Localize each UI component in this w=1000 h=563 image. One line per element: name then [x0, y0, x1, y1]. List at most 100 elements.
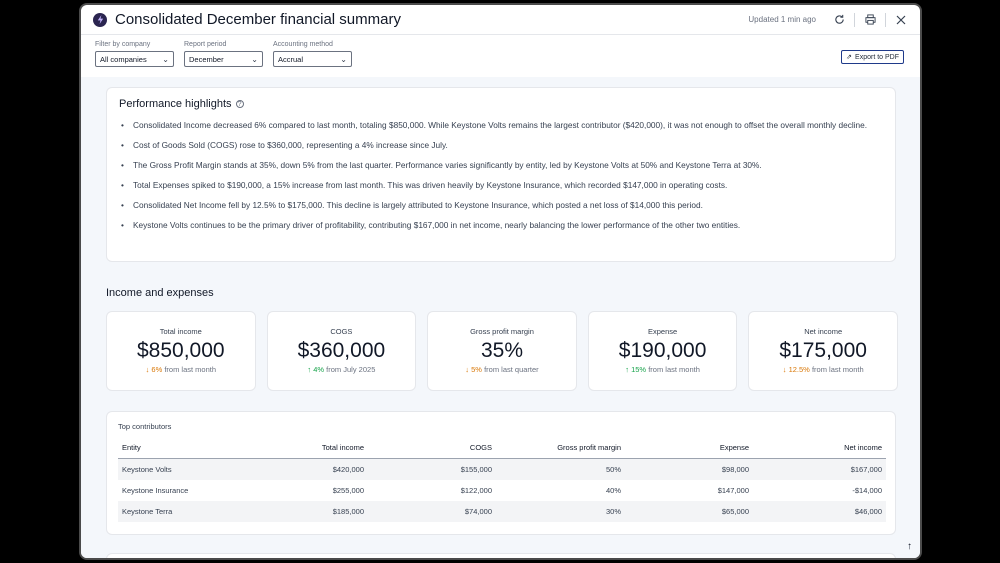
print-icon[interactable]: [863, 13, 877, 27]
export-pdf-label: Export to PDF: [855, 53, 899, 61]
company-filter-label: Filter by company: [95, 41, 151, 48]
next-section-card: [106, 553, 896, 558]
list-item: The Gross Profit Margin stands at 35%, d…: [119, 159, 883, 172]
income-section-title: Income and expenses: [106, 287, 214, 299]
list-item: Cost of Goods Sold (COGS) rose to $360,0…: [119, 139, 883, 152]
kpi-card-cogs: COGS $360,000 ↑ 4% from July 2025: [266, 311, 417, 391]
table-cell: Keystone Insurance: [122, 486, 189, 495]
table-cell: $147,000: [717, 486, 749, 495]
column-header: Gross profit margin: [496, 439, 625, 459]
kpi-value: $190,000: [618, 339, 707, 362]
app-window: Consolidated December financial summary …: [79, 3, 922, 560]
table-cell: -$14,000: [852, 486, 882, 495]
column-header: Total income: [268, 439, 368, 459]
kpi-delta-percent: 12.5%: [788, 365, 810, 374]
highlights-list: Consolidated Income decreased 6% compare…: [119, 119, 883, 232]
chevron-down-icon: ⌄: [251, 54, 258, 64]
updated-timestamp: Updated 1 min ago: [748, 15, 816, 24]
chevron-down-icon: ⌄: [340, 54, 347, 64]
list-item: Consolidated Income decreased 6% compare…: [119, 119, 883, 132]
column-header: Expense: [625, 439, 753, 459]
kpi-card-expense: Expense $190,000 ↑ 15% from last month: [587, 311, 738, 391]
export-pdf-button[interactable]: ⇗ Export to PDF: [841, 50, 904, 64]
kpi-delta-suffix: from last month: [648, 365, 700, 374]
table-cell: Keystone Volts: [118, 458, 268, 480]
arrow-down-icon: ↓: [782, 365, 787, 374]
arrow-down-icon: ↓: [465, 365, 470, 374]
kpi-row: Total income $850,000 ↓ 6% from last mon…: [106, 311, 898, 391]
method-select-value: Accrual: [278, 54, 304, 64]
kpi-delta: ↑ 15% from last month: [589, 365, 737, 374]
title-bar: Consolidated December financial summary …: [81, 5, 920, 35]
column-header: COGS: [368, 439, 496, 459]
close-icon[interactable]: [894, 13, 908, 27]
table-row: Keystone Insurance $255,000 $122,000 40%…: [118, 480, 886, 501]
kpi-label: Expense: [647, 327, 678, 336]
kpi-delta-percent: 5%: [471, 365, 482, 374]
arrow-up-icon: ↑: [307, 365, 312, 374]
table-cell: $122,000: [460, 486, 492, 495]
kpi-delta-percent: 4%: [313, 365, 325, 374]
period-select-value: December: [189, 54, 224, 64]
filter-bar: Filter by company All companies ⌄ Report…: [81, 35, 920, 75]
kpi-delta: ↑ 4% from July 2025: [268, 365, 416, 374]
contributors-table: Entity Total income COGS Gross profit ma…: [118, 439, 886, 522]
highlights-title: Performance highlights: [119, 98, 232, 110]
column-header: Net income: [753, 439, 886, 459]
table-row: Keystone Terra $185,000 $74,000 30% $65,…: [118, 501, 886, 522]
table-cell: $155,000: [368, 458, 496, 480]
export-icon: ⇗: [846, 54, 853, 61]
kpi-delta-suffix: from last quarter: [484, 365, 539, 374]
table-cell: $420,000: [268, 458, 368, 480]
kpi-delta-suffix: from last month: [164, 365, 217, 374]
kpi-value: 35%: [480, 339, 523, 362]
table-cell: $167,000: [753, 458, 886, 480]
arrow-up-icon[interactable]: ↑: [907, 541, 912, 552]
kpi-card-net-income: Net income $175,000 ↓ 12.5% from last mo…: [748, 311, 898, 391]
kpi-delta: ↓ 12.5% from last month: [749, 365, 897, 374]
help-icon[interactable]: ?: [235, 100, 244, 108]
kpi-delta: ↓ 6% from last month: [107, 365, 255, 374]
table-cell: 40%: [605, 486, 621, 495]
toolbar-divider: [885, 12, 886, 27]
kpi-label: Net income: [804, 327, 843, 336]
kpi-delta-percent: 6%: [151, 365, 163, 374]
column-header: Entity: [118, 439, 268, 459]
kpi-delta-suffix: from last month: [811, 365, 864, 374]
top-contributors-card: Top contributors Entity Total income COG…: [106, 411, 896, 535]
top-contributors-title: Top contributors: [118, 422, 172, 431]
period-filter: Report period December ⌄: [184, 41, 263, 67]
period-select[interactable]: December ⌄: [184, 51, 263, 67]
performance-highlights-card: Performance highlights ? Consolidated In…: [106, 87, 896, 262]
kpi-value: $175,000: [779, 339, 867, 362]
company-select-value: All companies: [100, 54, 147, 64]
company-select[interactable]: All companies ⌄: [95, 51, 174, 67]
kpi-value: $850,000: [137, 339, 225, 362]
list-item: Total Expenses spiked to $190,000, a 15%…: [119, 179, 883, 192]
refresh-icon[interactable]: [832, 13, 846, 27]
table-cell: 50%: [496, 458, 625, 480]
kpi-value: $360,000: [297, 339, 386, 362]
chevron-down-icon: ⌄: [162, 54, 169, 64]
list-item: Keystone Volts continues to be the prima…: [119, 219, 883, 232]
kpi-delta-percent: 15%: [631, 365, 647, 374]
main-content: Performance highlights ? Consolidated In…: [81, 77, 920, 558]
company-filter: Filter by company All companies ⌄: [95, 41, 174, 67]
method-filter-label: Accounting method: [273, 41, 333, 48]
kpi-label: Gross profit margin: [470, 327, 534, 336]
method-select[interactable]: Accrual ⌄: [273, 51, 352, 67]
period-filter-label: Report period: [184, 41, 227, 48]
table-cell: $74,000: [368, 501, 496, 522]
toolbar-divider: [854, 12, 855, 27]
table-cell: $98,000: [625, 458, 753, 480]
kpi-card-gross-profit-margin: Gross profit margin 35% ↓ 5% from last q…: [427, 311, 577, 391]
arrow-up-icon: ↑: [625, 365, 629, 374]
table-header-row: Entity Total income COGS Gross profit ma…: [118, 439, 886, 459]
kpi-label: Total income: [159, 327, 202, 336]
bolt-logo-icon: [93, 12, 107, 27]
table-cell: $255,000: [332, 486, 364, 495]
kpi-delta: ↓ 5% from last quarter: [428, 365, 576, 374]
page-title: Consolidated December financial summary: [115, 11, 401, 28]
table-cell: 30%: [496, 501, 625, 522]
table-cell: $185,000: [268, 501, 368, 522]
